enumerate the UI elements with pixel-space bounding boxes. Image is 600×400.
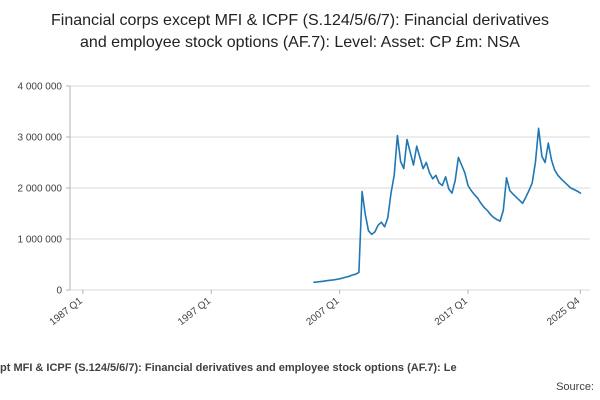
x-tick-label: 2007 Q1 <box>304 295 341 328</box>
chart-title: Financial corps except MFI & ICPF (S.124… <box>51 12 549 52</box>
x-tick-label: 2025 Q4 <box>545 295 582 328</box>
x-tick-label: 1997 Q1 <box>176 295 213 328</box>
legend-label: pt MFI & ICPF (S.124/5/6/7): Financial d… <box>0 362 457 374</box>
source-label: Source: <box>556 381 594 393</box>
data-series-line <box>313 127 582 284</box>
x-tick-label: 2017 Q1 <box>433 295 470 328</box>
chart-area: 0 1 000 000 2 000 000 3 000 000 4 000 000 198… <box>0 78 600 346</box>
y-tick-label: 0 <box>56 286 62 297</box>
line-chart: 0 1 000 000 2 000 000 3 000 000 4 000 000 198… <box>18 82 590 328</box>
y-tick-label: 1 000 000 <box>18 235 63 246</box>
y-tick-label: 4 000 000 <box>18 82 63 93</box>
x-tick-label: 1987 Q1 <box>48 295 85 328</box>
y-tick-label: 3 000 000 <box>18 133 63 144</box>
y-tick-label: 2 000 000 <box>18 184 63 195</box>
